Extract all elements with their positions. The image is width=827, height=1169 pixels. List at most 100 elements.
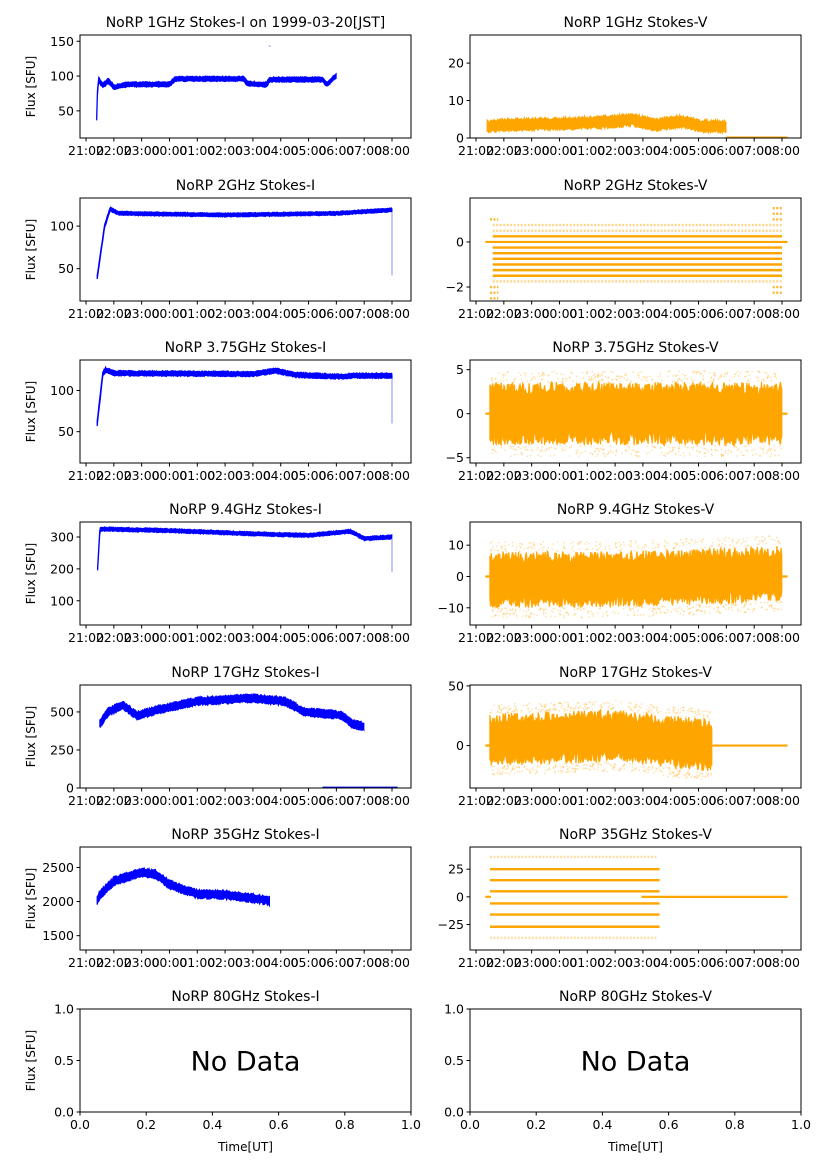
data-point: [606, 614, 609, 617]
data-point: [621, 376, 623, 378]
data-point: [653, 446, 656, 448]
data-point: [712, 378, 715, 380]
data-point: [531, 377, 534, 380]
data-point: [530, 611, 533, 614]
data-point: [580, 616, 583, 619]
data-point: [585, 704, 587, 706]
x-tick-label: 02:00: [597, 143, 633, 158]
data-point: [545, 709, 548, 712]
x-tick-label: 01:00: [179, 306, 215, 321]
data-point: [706, 380, 709, 383]
data-point: [514, 377, 517, 380]
x-tick-label: 02:00: [207, 143, 243, 158]
data-point: [741, 454, 744, 456]
data-point: [607, 707, 610, 709]
data-point: [696, 371, 699, 373]
data-point: [491, 448, 494, 451]
data-point: [712, 379, 715, 381]
data-point: [628, 705, 630, 708]
data-point: [619, 549, 621, 552]
data-point: [706, 715, 709, 717]
data-point: [594, 451, 597, 453]
subplot-title: NoRP 80GHz Stokes-V: [559, 989, 712, 1005]
x-tick-label: 06:00: [318, 955, 354, 970]
data-point: [629, 608, 631, 611]
data-point: [682, 709, 685, 712]
data-point: [575, 380, 578, 383]
data-point: [672, 547, 675, 549]
data-point: [540, 547, 543, 549]
data-point: [527, 449, 529, 451]
data-point: [696, 714, 698, 717]
data-point: [559, 613, 561, 616]
data-point: [615, 699, 617, 702]
data-point: [520, 447, 522, 450]
data-point: [548, 768, 551, 771]
data-point: [675, 774, 678, 776]
data-point: [507, 705, 510, 708]
data-point: [694, 539, 697, 542]
data-point: [564, 377, 566, 379]
data-point: [703, 546, 706, 549]
data-point: [542, 373, 545, 375]
data-point: [627, 614, 629, 616]
data-point: [755, 376, 758, 379]
data-point: [537, 372, 540, 375]
data-point: [535, 707, 538, 709]
data-point: [710, 448, 713, 451]
data-point: [521, 543, 524, 546]
data-point: [703, 455, 706, 458]
data-point: [655, 767, 658, 770]
data-point: [651, 444, 653, 447]
data-point: [567, 701, 569, 704]
data-point: [683, 542, 685, 544]
data-point: [599, 705, 602, 707]
data-point: [683, 774, 685, 776]
x-tick-label: 08:00: [764, 306, 800, 321]
data-point: [765, 542, 768, 545]
data-point: [720, 453, 723, 455]
data-point: [561, 704, 564, 707]
data-point: [778, 542, 780, 544]
data-point: [758, 371, 761, 373]
data-point: [736, 370, 739, 373]
data-point: [714, 444, 716, 447]
data-point: [547, 709, 550, 712]
data-point: [572, 768, 574, 770]
data-point: [588, 542, 590, 545]
data-point: [774, 607, 777, 610]
data-point: [697, 708, 700, 711]
data-point: [558, 612, 561, 614]
data-point: [502, 767, 504, 770]
data-point: [570, 707, 573, 710]
data-point: [628, 446, 630, 448]
data-point: [574, 612, 577, 615]
data-point: [567, 703, 569, 706]
y-tick-label: 0: [456, 569, 464, 584]
data-point: [646, 445, 649, 447]
data-point: [501, 770, 504, 773]
data-point: [649, 375, 652, 378]
data-point: [531, 541, 534, 544]
data-point: [691, 710, 693, 713]
data-point: [552, 611, 554, 613]
axes-frame: [469, 197, 802, 302]
data-point: [757, 370, 759, 373]
data-point: [668, 370, 670, 373]
x-tick-label: 07:00: [736, 468, 772, 483]
data-point: [758, 543, 760, 545]
data-point: [554, 709, 556, 711]
data-point: [524, 614, 527, 616]
data-point: [591, 764, 594, 767]
data-point: [610, 370, 612, 373]
data-point: [567, 705, 570, 708]
data-point: [670, 610, 673, 613]
data-point: [523, 372, 525, 375]
data-point: [698, 450, 701, 453]
data-point: [597, 375, 600, 377]
data-point: [674, 707, 677, 710]
x-tick-label: 21:00: [68, 630, 104, 645]
data-point: [672, 375, 674, 377]
data-point: [565, 765, 568, 768]
data-point: [652, 607, 655, 610]
